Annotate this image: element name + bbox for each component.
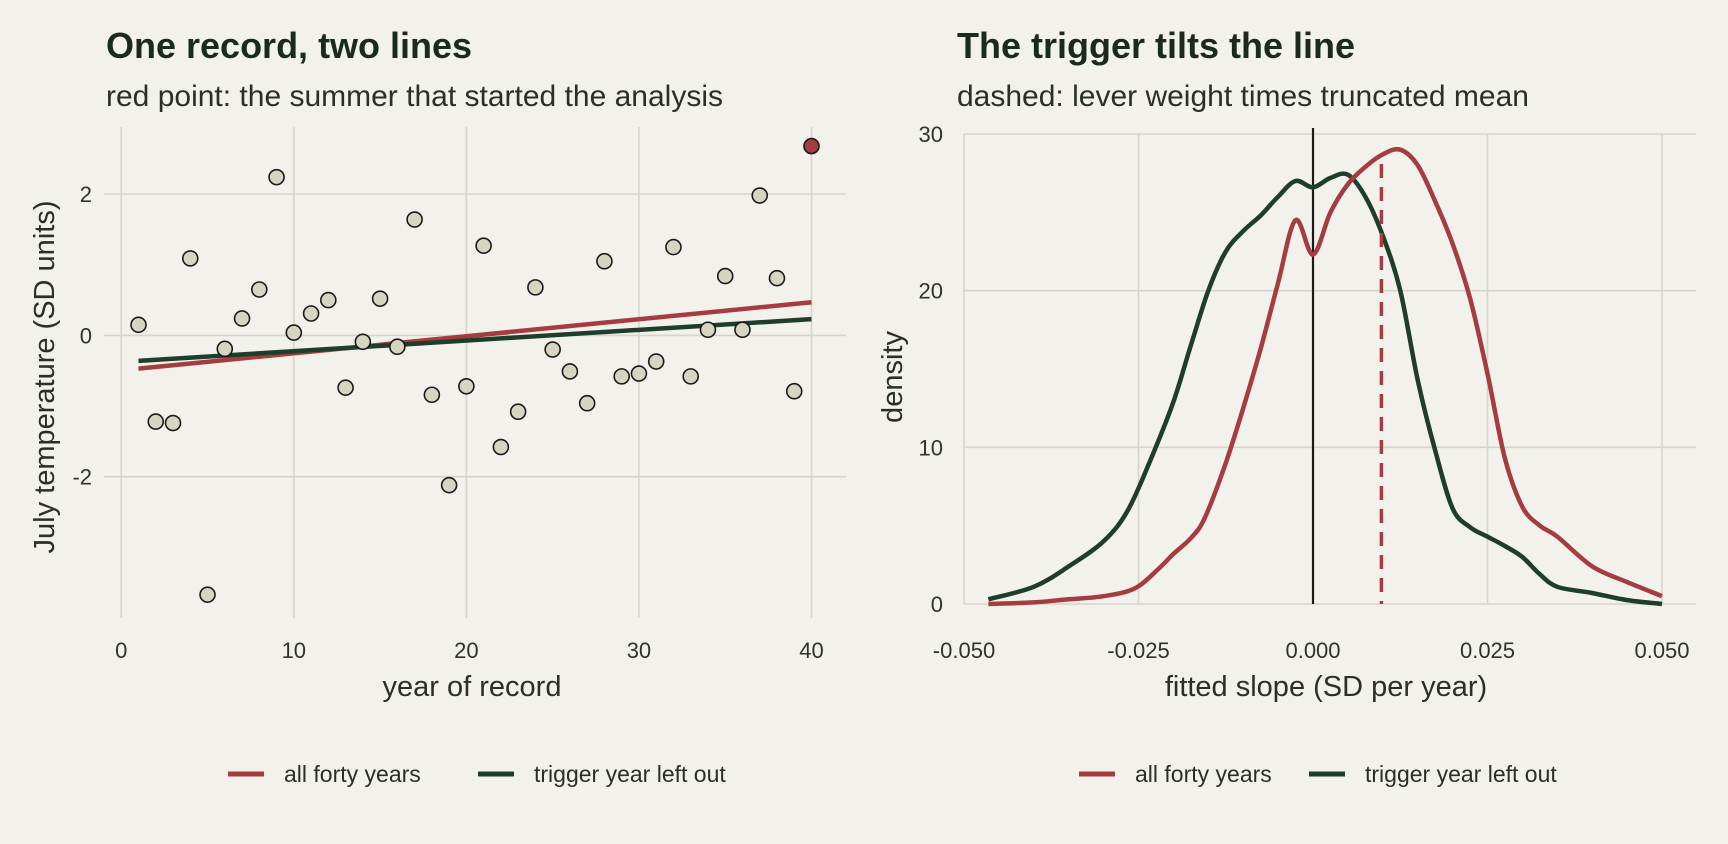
right-legend-label-trigger-left-out: trigger year left out — [1365, 761, 1557, 787]
scatter-point — [768, 269, 786, 287]
left-x-axis-label: year of record — [383, 671, 562, 703]
left-gridlines — [104, 127, 846, 618]
scatter-point — [130, 316, 147, 334]
left-legend-label-all-years: all forty years — [284, 761, 421, 787]
scatter-point — [337, 379, 354, 396]
scatter-point — [544, 341, 561, 358]
right-x-tick-label: 0.025 — [1460, 638, 1515, 663]
right-x-tick-label: 0.000 — [1285, 638, 1340, 663]
scatter-point — [423, 386, 441, 404]
scatter-point — [475, 237, 492, 254]
scatter-point — [458, 377, 475, 395]
scatter-point — [216, 340, 234, 358]
fit-line-all-years — [138, 299, 812, 371]
left-regression-lines — [138, 299, 812, 371]
left-chart-subtitle: red point: the summer that started the a… — [106, 80, 723, 113]
right-y-axis-label: density — [877, 331, 909, 423]
left-x-tick-label: 30 — [627, 638, 651, 663]
scatter-point — [199, 586, 216, 603]
left-y-tick-label: 0 — [80, 323, 92, 348]
scatter-point — [665, 238, 682, 256]
right-y-tick-label: 10 — [919, 435, 943, 460]
scatter-point — [734, 321, 751, 339]
scatter-point — [285, 324, 303, 341]
scatter-point — [233, 310, 251, 327]
scatter-point — [751, 187, 769, 204]
scatter-point — [596, 252, 613, 270]
scatter-point — [320, 291, 337, 309]
left-x-tick-label: 0 — [115, 638, 127, 663]
scatter-point — [164, 414, 182, 432]
scatter-point — [561, 363, 579, 380]
fit-line-trigger-left-out — [138, 316, 812, 364]
scatter-point — [699, 321, 717, 339]
scatter-point — [302, 305, 320, 322]
right-density-curves — [987, 128, 1663, 607]
right-y-tick-label: 0 — [931, 592, 943, 617]
right-x-axis-label: fitted slope (SD per year) — [1165, 671, 1487, 703]
right-chart-title: The trigger tilts the line — [957, 25, 1355, 66]
scatter-point — [406, 211, 423, 228]
scatter-point — [613, 368, 630, 385]
left-x-tick-label: 40 — [799, 638, 823, 663]
left-x-tick-label: 20 — [454, 638, 478, 663]
trigger-year-point — [803, 137, 820, 155]
scatter-point — [527, 279, 544, 296]
right-y-tick-label: 30 — [919, 122, 943, 147]
right-y-tick-label: 20 — [919, 279, 943, 304]
scatter-point — [440, 476, 458, 494]
scatter-point — [630, 365, 648, 382]
left-legend: all forty years trigger year left out — [228, 761, 726, 787]
scatter-point — [785, 382, 803, 400]
right-x-tick-label: -0.025 — [1107, 638, 1169, 663]
left-y-axis-label: July temperature (SD units) — [29, 201, 61, 554]
left-tick-labels: 0 10 20 30 40 -2 0 2 — [72, 182, 823, 663]
scatter-point — [716, 267, 734, 285]
right-gridlines — [963, 133, 1696, 605]
left-y-tick-label: -2 — [72, 465, 92, 490]
scatter-point — [251, 281, 268, 298]
scatter-point — [181, 250, 199, 267]
scatter-point — [682, 368, 699, 385]
left-legend-label-trigger-left-out: trigger year left out — [534, 761, 726, 787]
right-legend: all forty years trigger year left out — [1079, 761, 1557, 787]
right-chart-subtitle: dashed: lever weight times truncated mea… — [957, 80, 1529, 113]
left-chart-title: One record, two lines — [106, 25, 472, 66]
scatter-point — [268, 168, 285, 186]
right-x-tick-label: -0.050 — [933, 638, 995, 663]
scatter-point — [389, 338, 406, 356]
left-x-tick-label: 10 — [282, 638, 306, 663]
scatter-point — [647, 353, 665, 370]
left-scatter-points — [130, 137, 820, 603]
density-curve-trigger-left-out — [987, 171, 1663, 607]
scatter-point — [492, 438, 510, 456]
density-curve-all-years — [988, 146, 1663, 607]
scatter-point — [354, 333, 372, 351]
left-y-tick-label: 2 — [80, 182, 92, 207]
scatter-point — [147, 413, 165, 430]
scatter-point — [371, 290, 389, 307]
right-legend-label-all-years: all forty years — [1135, 761, 1272, 787]
right-x-tick-label: 0.050 — [1634, 638, 1689, 663]
right-tick-labels: -0.050 -0.025 0.000 0.025 0.050 0 10 20 30 — [919, 122, 1690, 663]
scatter-point — [578, 394, 596, 412]
scatter-point — [509, 403, 527, 421]
